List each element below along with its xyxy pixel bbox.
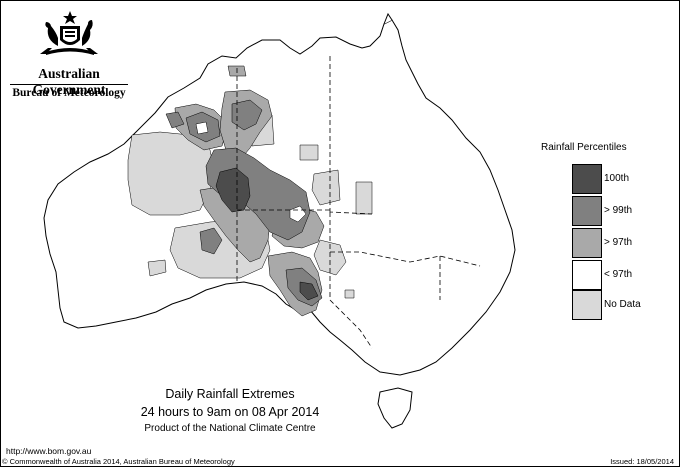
issued-date: Issued: 18/05/2014	[610, 457, 674, 466]
legend-swatch	[572, 260, 602, 290]
government-logo: Australian Government Bureau of Meteorol…	[8, 10, 130, 99]
legend-title: Rainfall Percentiles	[541, 142, 627, 153]
legend-item-97th: > 97th	[572, 228, 680, 258]
state-borders	[236, 56, 481, 349]
legend-label: > 97th	[604, 237, 633, 248]
government-name: Australian Government	[32, 66, 106, 97]
source-url[interactable]: http://www.bom.gov.au	[6, 446, 92, 456]
map-title: Daily Rainfall Extremes	[165, 387, 295, 401]
legend-item-100th: 100th	[572, 164, 680, 194]
legend-swatch	[572, 228, 602, 258]
tasmania	[377, 387, 413, 429]
cape-york	[383, 12, 393, 25]
agency-name: Bureau of Meteorology	[12, 87, 126, 99]
legend-item-99th: > 99th	[572, 196, 680, 226]
legend-swatch	[572, 290, 602, 320]
legend-swatch	[572, 164, 602, 194]
copyright-text: © Commonwealth of Australia 2014, Austra…	[2, 457, 235, 466]
legend-label: No Data	[604, 299, 641, 310]
percentile-100-regions	[215, 167, 319, 301]
map-period: 24 hours to 9am on 08 Apr 2014	[140, 405, 320, 419]
logo-divider	[10, 84, 128, 85]
legend-item-no-data: No Data	[572, 290, 680, 320]
legend-item-below-97th: < 97th	[572, 260, 680, 290]
legend-label: 100th	[604, 173, 630, 184]
legend-swatch	[572, 196, 602, 226]
legend-label: > 99th	[604, 205, 633, 216]
coat-of-arms-icon	[40, 11, 98, 55]
legend-label: < 97th	[604, 269, 633, 280]
map-product: Product of the National Climate Centre	[144, 423, 316, 434]
